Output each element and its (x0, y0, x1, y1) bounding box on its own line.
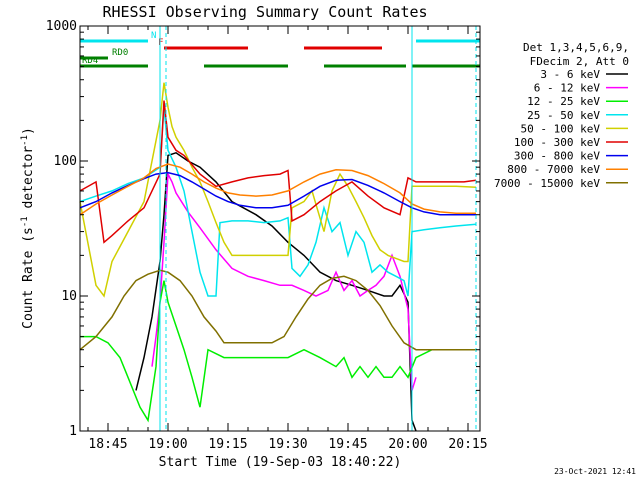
legend-label-6: 300 - 800 keV (514, 150, 600, 163)
series-line-3 (79, 107, 477, 297)
series-line-2 (80, 280, 476, 423)
series-line-8 (79, 269, 476, 351)
x-tick-label-1: 19:00 (148, 437, 187, 452)
y-axis-ticks: 1 10 100 1000 (46, 19, 480, 439)
flag-label-3: N (151, 31, 156, 41)
series-line-1 (151, 171, 417, 391)
legend-label-8: 7000 - 15000 keV (494, 177, 600, 190)
series-line-6 (79, 171, 476, 216)
series-line-7 (79, 163, 476, 216)
legend-label-5: 100 - 300 keV (514, 136, 600, 149)
y-tick-label-2: 100 (54, 154, 77, 169)
y-tick-label-3: 1000 (46, 19, 77, 34)
x-tick-label-3: 19:30 (268, 437, 307, 452)
footer-timestamp: 23-Oct-2021 12:41 (554, 467, 636, 476)
time-markers (159, 26, 477, 431)
x-tick-label-2: 19:15 (208, 437, 247, 452)
legend-label-3: 25 - 50 keV (527, 109, 600, 122)
instrument-flags: RD4 RD0 FN (80, 31, 480, 68)
y-tick-label-1: 10 (61, 289, 77, 304)
series-line-5 (79, 100, 477, 244)
series-line-0 (135, 151, 417, 432)
series-line-4 (79, 82, 477, 298)
chart-title: RHESSI Observing Summary Count Rates (102, 3, 427, 21)
flag-label-1: RD0 (112, 48, 128, 58)
legend-header-line-1: Det 1,3,4,5,6,9, (523, 41, 629, 54)
x-tick-label-0: 18:45 (88, 437, 127, 452)
x-axis-ticks: 18:45 19:00 19:15 19:30 19:45 20:00 20:15 (87, 26, 488, 452)
legend-label-0: 3 - 6 keV (540, 68, 600, 81)
plot-frame (79, 25, 481, 432)
y-axis-label: Count Rate (s-1 detector-1) (20, 127, 36, 329)
legend-label-1: 6 - 12 keV (534, 82, 601, 95)
x-tick-label-4: 19:45 (328, 437, 367, 452)
x-tick-label-5: 20:00 (388, 437, 427, 452)
legend-label-4: 50 - 100 keV (521, 122, 601, 135)
x-tick-label-6: 20:15 (448, 437, 487, 452)
legend-label-2: 12 - 25 keV (527, 95, 600, 108)
flag-label-2: F (158, 38, 163, 48)
x-axis-label: Start Time (19-Sep-03 18:40:22) (159, 455, 402, 470)
y-tick-label-0: 1 (69, 424, 77, 439)
flag-label-0: RD4 (82, 56, 98, 66)
legend-label-7: 800 - 7000 keV (507, 163, 600, 176)
legend-header-line-2: FDecim 2, Att 0 (530, 55, 629, 68)
series-layer (79, 82, 477, 432)
